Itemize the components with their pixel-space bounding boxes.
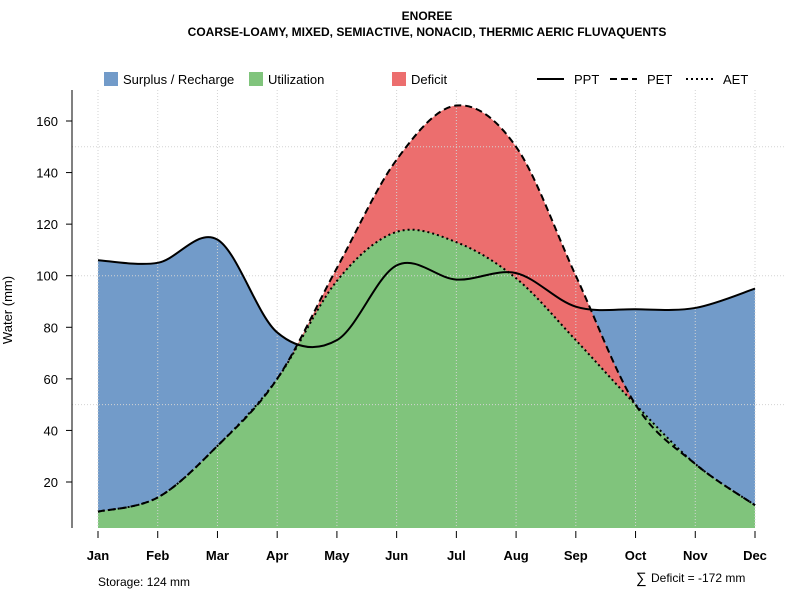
legend-swatch	[392, 72, 406, 86]
legend-label: Utilization	[268, 72, 324, 87]
deficit-annotation: Deficit = -172 mm	[651, 571, 745, 585]
legend-label: PPT	[574, 72, 599, 87]
y-tick-label: 20	[44, 475, 58, 490]
x-tick-label: Mar	[206, 548, 229, 563]
y-tick-label: 140	[36, 166, 58, 181]
x-tick-label: Jul	[447, 548, 466, 563]
legend-label: PET	[647, 72, 672, 87]
x-tick-label: May	[324, 548, 350, 563]
storage-annotation: Storage: 124 mm	[98, 575, 190, 589]
x-tick-label: Jan	[87, 548, 109, 563]
y-tick-label: 160	[36, 114, 58, 129]
y-tick-label: 40	[44, 423, 58, 438]
aet-line	[97, 228, 756, 513]
utilization-area	[98, 229, 755, 528]
x-tick-label: Dec	[743, 548, 767, 563]
legend-label: AET	[723, 72, 748, 87]
y-tick-label: 120	[36, 217, 58, 232]
y-tick-label: 100	[36, 269, 58, 284]
ppt-line	[97, 236, 756, 349]
x-tick-label: Sep	[564, 548, 588, 563]
legend-label: Surplus / Recharge	[123, 72, 234, 87]
y-tick-label: 80	[44, 320, 58, 335]
legend-label: Deficit	[411, 72, 448, 87]
y-axis-label: Water (mm)	[0, 276, 15, 344]
x-tick-label: Jun	[385, 548, 408, 563]
legend-swatch	[104, 72, 118, 86]
x-tick-label: Apr	[266, 548, 288, 563]
legend-swatch	[249, 72, 263, 86]
x-tick-label: Oct	[625, 548, 647, 563]
sigma-symbol: ∑	[636, 570, 647, 587]
chart-subtitle: COARSE-LOAMY, MIXED, SEMIACTIVE, NONACID…	[188, 25, 667, 39]
x-tick-label: Feb	[146, 548, 169, 563]
chart-title: ENOREE	[402, 9, 453, 23]
x-tick-label: Nov	[683, 548, 708, 563]
y-tick-label: 60	[44, 372, 58, 387]
x-tick-label: Aug	[503, 548, 528, 563]
